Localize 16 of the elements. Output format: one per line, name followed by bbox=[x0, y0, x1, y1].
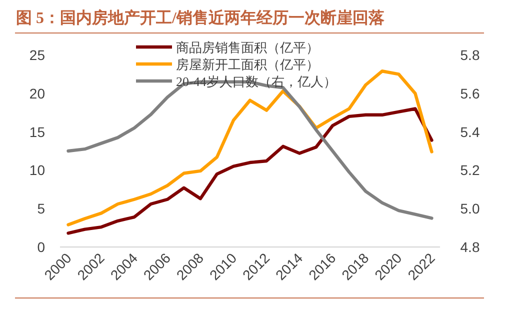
y2-tick-label: 5.0 bbox=[460, 200, 480, 217]
y-tick-label: 5 bbox=[37, 200, 46, 217]
y2-tick-label: 5.2 bbox=[460, 162, 480, 178]
y-tick-label: 20 bbox=[29, 85, 46, 102]
y-tick-label: 0 bbox=[37, 239, 46, 255]
y-tick-label: 10 bbox=[29, 162, 46, 178]
y2-tick-label: 4.8 bbox=[460, 239, 480, 255]
y2-tick-label: 5.8 bbox=[460, 47, 480, 63]
legend-label: 房屋新开工面积（亿平） bbox=[176, 57, 319, 72]
y-tick-label: 15 bbox=[29, 124, 46, 140]
y2-tick-label: 5.6 bbox=[460, 85, 480, 102]
y-tick-label: 25 bbox=[29, 47, 46, 63]
line-series bbox=[66, 107, 434, 235]
y2-tick-label: 5.4 bbox=[460, 124, 480, 140]
legend-label: 商品房销售面积（亿平） bbox=[176, 40, 319, 55]
chart-title: 图 5：国内房地产开工/销售近两年经历一次断崖回落 bbox=[16, 8, 384, 27]
